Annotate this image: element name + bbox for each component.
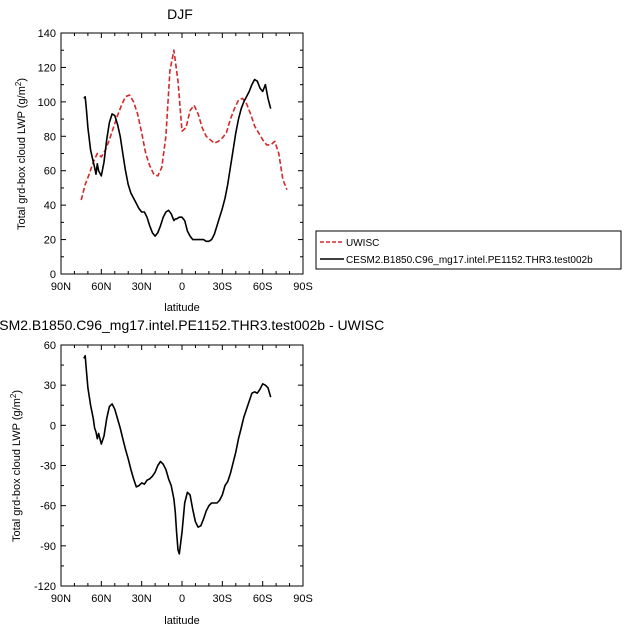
x-tick-label: 30S bbox=[213, 281, 233, 293]
legend: UWISC CESM2.B1850.C96_mg17.intel.PE1152.… bbox=[315, 230, 622, 270]
legend-label-uwisc: UWISC bbox=[346, 238, 379, 249]
series-line-top-uwisc bbox=[80, 49, 288, 201]
x-tick-label: 60N bbox=[91, 281, 111, 293]
x-tick-label: 60S bbox=[253, 593, 273, 605]
legend-box bbox=[315, 230, 622, 270]
y-axis-label-bottom: Total grd-box cloud LWP (g/m2) bbox=[9, 390, 23, 542]
x-tick-label: 60S bbox=[253, 281, 273, 293]
x-tick-label: 30N bbox=[132, 281, 152, 293]
x-tick-label: 30S bbox=[213, 593, 233, 605]
y-axis-label-top: Total grd-box cloud LWP (g/m2) bbox=[14, 78, 28, 230]
x-tick-label: 0 bbox=[179, 593, 185, 605]
x-axis-label-bottom: latitude bbox=[164, 615, 199, 627]
y-tick-label: -30 bbox=[40, 461, 56, 473]
y-axis-bottom: -120 -90 -60 -30 0 30 60 bbox=[34, 340, 303, 593]
y-tick-label: 60 bbox=[44, 166, 56, 178]
y-tick-label: 20 bbox=[44, 235, 56, 247]
y-tick-label: 0 bbox=[50, 269, 56, 281]
chart-panel-bottom: CESM2.B1850.C96_mg17.intel.PE1152.THR3.t… bbox=[0, 317, 384, 627]
x-tick-label: 60N bbox=[91, 593, 111, 605]
x-tick-label: 30N bbox=[132, 593, 152, 605]
y-tick-label: 120 bbox=[38, 62, 56, 74]
y-tick-label: -120 bbox=[34, 581, 56, 593]
chart-title-top: DJF bbox=[167, 6, 193, 22]
y-tick-label: 100 bbox=[38, 97, 56, 109]
y-tick-label: 40 bbox=[44, 200, 56, 212]
series-line-top-cesm2 bbox=[83, 78, 272, 243]
x-tick-label: 90S bbox=[293, 593, 313, 605]
series-group-top bbox=[80, 49, 288, 243]
chart-title-bottom: CESM2.B1850.C96_mg17.intel.PE1152.THR3.t… bbox=[0, 317, 384, 333]
series-line-bottom-difference bbox=[83, 354, 272, 555]
y-tick-label: 60 bbox=[44, 340, 56, 352]
y-tick-label: 0 bbox=[50, 420, 56, 432]
x-axis-top: 90N 60N 30N 0 30S 60S 90S bbox=[51, 33, 313, 293]
series-group-bottom bbox=[83, 354, 272, 555]
y-axis-top: 0 20 40 60 80 100 120 140 bbox=[38, 28, 303, 281]
plot-frame-bottom bbox=[60, 344, 304, 587]
y-tick-label: -60 bbox=[40, 501, 56, 513]
legend-label-cesm2: CESM2.B1850.C96_mg17.intel.PE1152.THR3.t… bbox=[346, 255, 593, 266]
y-tick-label: 30 bbox=[44, 380, 56, 392]
x-tick-label: 0 bbox=[179, 281, 185, 293]
y-tick-label: -90 bbox=[40, 541, 56, 553]
x-axis-bottom: 90N 60N 30N 0 30S 60S 90S bbox=[51, 345, 313, 605]
y-tick-label: 140 bbox=[38, 28, 56, 40]
y-tick-label: 80 bbox=[44, 131, 56, 143]
x-tick-label: 90N bbox=[51, 593, 71, 605]
x-axis-label-top: latitude bbox=[164, 302, 199, 314]
x-tick-label: 90S bbox=[293, 281, 313, 293]
x-tick-label: 90N bbox=[51, 281, 71, 293]
